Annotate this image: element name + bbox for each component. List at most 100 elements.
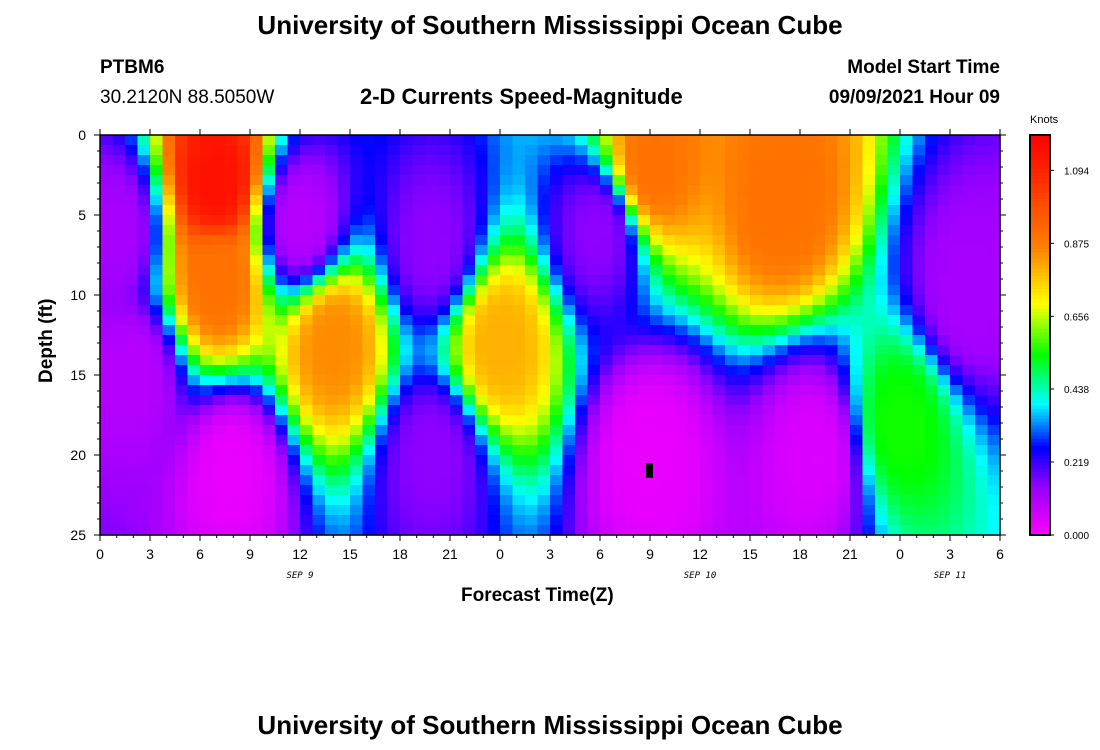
colorbar-segment xyxy=(1030,178,1050,183)
heatmap-cell xyxy=(125,205,139,216)
heatmap-cell xyxy=(137,485,151,496)
heatmap-cell xyxy=(100,495,114,506)
heatmap-cell xyxy=(425,365,439,376)
heatmap-cell xyxy=(825,485,839,496)
heatmap-cell xyxy=(162,485,176,496)
heatmap-cell xyxy=(950,455,964,466)
heatmap-cell xyxy=(150,395,164,406)
heatmap-cell xyxy=(975,455,989,466)
heatmap-cell xyxy=(150,305,164,316)
heatmap-cell xyxy=(537,495,551,506)
heatmap-cell xyxy=(562,465,576,476)
heatmap-cell xyxy=(800,175,814,186)
heatmap-cell xyxy=(975,295,989,306)
heatmap-cell xyxy=(150,275,164,286)
heatmap-cell xyxy=(312,215,326,226)
heatmap-cell xyxy=(250,505,264,516)
heatmap-cell xyxy=(200,415,214,426)
heatmap-cell xyxy=(775,255,789,266)
heatmap-cell xyxy=(475,475,489,486)
heatmap-cell xyxy=(950,485,964,496)
heatmap-cell xyxy=(337,405,351,416)
heatmap-cell xyxy=(100,445,114,456)
heatmap-cell xyxy=(650,495,664,506)
heatmap-cell xyxy=(200,215,214,226)
heatmap-cell xyxy=(800,185,814,196)
heatmap-cell xyxy=(100,135,114,146)
heatmap-cell xyxy=(900,435,914,446)
heatmap-cell xyxy=(687,295,701,306)
heatmap-cell xyxy=(337,295,351,306)
heatmap-cell xyxy=(987,415,1001,426)
heatmap-cell xyxy=(825,245,839,256)
heatmap-cell xyxy=(250,515,264,526)
heatmap-cell xyxy=(387,155,401,166)
heatmap-cell xyxy=(100,415,114,426)
heatmap-cell xyxy=(537,455,551,466)
heatmap-cell xyxy=(612,295,626,306)
colorbar-segment xyxy=(1030,471,1050,476)
heatmap-cell xyxy=(725,425,739,436)
heatmap-cell xyxy=(187,445,201,456)
heatmap-cell xyxy=(537,415,551,426)
heatmap-cell xyxy=(600,395,614,406)
heatmap-cell xyxy=(175,175,189,186)
heatmap-cell xyxy=(900,425,914,436)
heatmap-cell xyxy=(887,385,901,396)
heatmap-cell xyxy=(137,495,151,506)
heatmap-cell xyxy=(637,495,651,506)
heatmap-cell xyxy=(175,475,189,486)
heatmap-cell xyxy=(787,255,801,266)
heatmap-cell xyxy=(987,355,1001,366)
heatmap-cell xyxy=(450,295,464,306)
heatmap-cell xyxy=(712,375,726,386)
heatmap-cell xyxy=(112,485,126,496)
heatmap-cell xyxy=(525,515,539,526)
heatmap-cell xyxy=(937,175,951,186)
heatmap-cell xyxy=(650,375,664,386)
heatmap-cell xyxy=(137,185,151,196)
heatmap-cell xyxy=(625,215,639,226)
heatmap-cell xyxy=(862,135,876,146)
heatmap-cell xyxy=(725,375,739,386)
heatmap-cell xyxy=(662,245,676,256)
heatmap-cell xyxy=(187,435,201,446)
colorbar-segment xyxy=(1030,511,1050,516)
heatmap-cell xyxy=(825,295,839,306)
heatmap-cell xyxy=(887,335,901,346)
heatmap-cell xyxy=(350,245,364,256)
heatmap-cell xyxy=(662,155,676,166)
heatmap-cell xyxy=(562,435,576,446)
heatmap-cell xyxy=(337,515,351,526)
heatmap-cell xyxy=(975,365,989,376)
heatmap-cell xyxy=(512,245,526,256)
heatmap-cell xyxy=(462,325,476,336)
heatmap-cell xyxy=(275,315,289,326)
heatmap-cell xyxy=(200,245,214,256)
heatmap-cell xyxy=(900,455,914,466)
heatmap-cell xyxy=(287,355,301,366)
heatmap-cell xyxy=(862,305,876,316)
heatmap-cell xyxy=(387,485,401,496)
heatmap-cell xyxy=(925,325,939,336)
heatmap-cell xyxy=(762,475,776,486)
heatmap-cell xyxy=(587,515,601,526)
heatmap-cell xyxy=(925,275,939,286)
heatmap-cell xyxy=(600,345,614,356)
colorbar-segment xyxy=(1030,491,1050,496)
heatmap-cell xyxy=(337,135,351,146)
heatmap-cell xyxy=(387,465,401,476)
heatmap-cell xyxy=(700,175,714,186)
heatmap-cell xyxy=(750,455,764,466)
heatmap-cell xyxy=(700,485,714,496)
heatmap-cell xyxy=(850,435,864,446)
heatmap-cell xyxy=(325,305,339,316)
heatmap-cell xyxy=(450,265,464,276)
heatmap-cell xyxy=(212,305,226,316)
heatmap-cell xyxy=(575,205,589,216)
heatmap-cell xyxy=(287,475,301,486)
heatmap-cell xyxy=(462,145,476,156)
heatmap-cell xyxy=(962,435,976,446)
heatmap-cell xyxy=(350,345,364,356)
heatmap-cell xyxy=(587,145,601,156)
